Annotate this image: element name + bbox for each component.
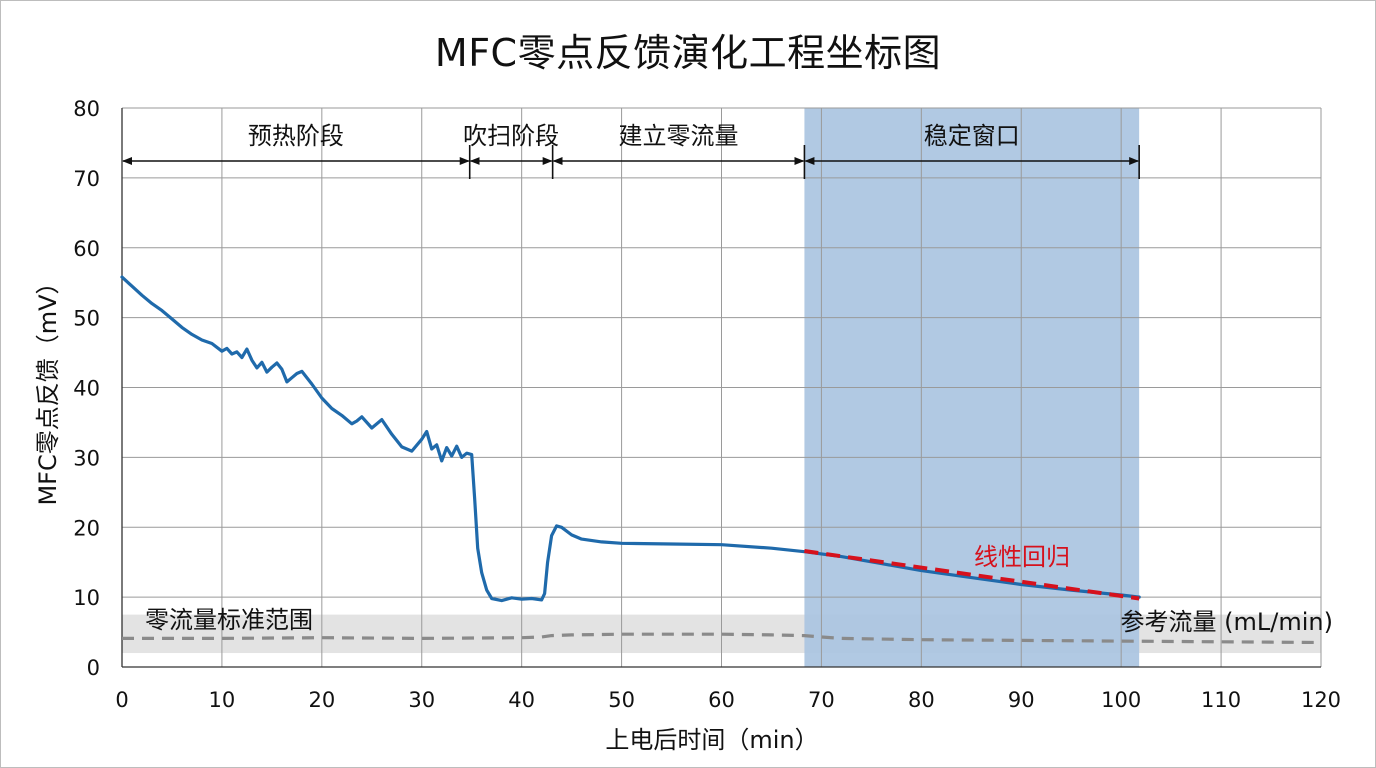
phase-label: 预热阶段 <box>248 122 344 150</box>
axes-layer: 0 10 20 30 40 50 60 70 80 90 100 110 120 0 10 20 30 40 50 6… <box>73 97 1341 712</box>
x-axis-label: 上电后时间（min） <box>605 726 818 754</box>
phase-annotation-layer: 预热阶段 吹扫阶段 建立零流量 稳定窗口 <box>122 122 1140 179</box>
x-tick-label: 30 <box>408 688 435 712</box>
y-tick-label: 0 <box>87 656 100 680</box>
series-layer <box>120 275 1322 645</box>
y-tick-label: 70 <box>73 167 100 191</box>
reference-flow-label: 参考流量 (mL/min) <box>1121 608 1333 636</box>
x-tick-label: 110 <box>1201 688 1241 712</box>
feedback-series-line <box>120 275 1141 603</box>
zero-flow-band-label: 零流量标准范围 <box>145 606 313 634</box>
chart-title: MFC零点反馈演化工程坐标图 <box>434 31 942 75</box>
y-tick-label: 80 <box>73 97 100 121</box>
x-tick-label: 70 <box>808 688 835 712</box>
y-tick-label: 40 <box>73 377 100 401</box>
y-axis-label: MFC零点反馈（mV） <box>34 270 62 505</box>
grid-layer <box>122 107 1322 667</box>
phase-label: 稳定窗口 <box>924 122 1020 150</box>
y-tick-label: 10 <box>73 586 100 610</box>
x-tick-label: 60 <box>708 688 735 712</box>
x-tick-label: 100 <box>1101 688 1141 712</box>
reference-flow-series-line <box>122 632 1322 645</box>
x-tick-label: 20 <box>308 688 335 712</box>
regression-label: 线性回归 <box>974 543 1070 571</box>
x-tick-label: 120 <box>1301 688 1341 712</box>
x-tick-label: 0 <box>115 688 128 712</box>
regression-series-line <box>804 549 1140 601</box>
y-tick-label: 30 <box>73 446 100 470</box>
y-tick-label: 20 <box>73 516 100 540</box>
x-tick-label: 50 <box>608 688 635 712</box>
x-tick-label: 90 <box>1008 688 1035 712</box>
x-tick-label: 10 <box>209 688 236 712</box>
annotation-text-layer: 零流量标准范围 线性回归 参考流量 (mL/min) 上电后时间（min） MF… <box>34 270 1333 754</box>
phase-label: 建立零流量 <box>619 122 739 150</box>
y-tick-label: 50 <box>73 307 100 331</box>
x-tick-label: 80 <box>908 688 935 712</box>
y-tick-label: 60 <box>73 237 100 261</box>
phase-label: 吹扫阶段 <box>463 122 559 150</box>
x-tick-label: 40 <box>508 688 535 712</box>
